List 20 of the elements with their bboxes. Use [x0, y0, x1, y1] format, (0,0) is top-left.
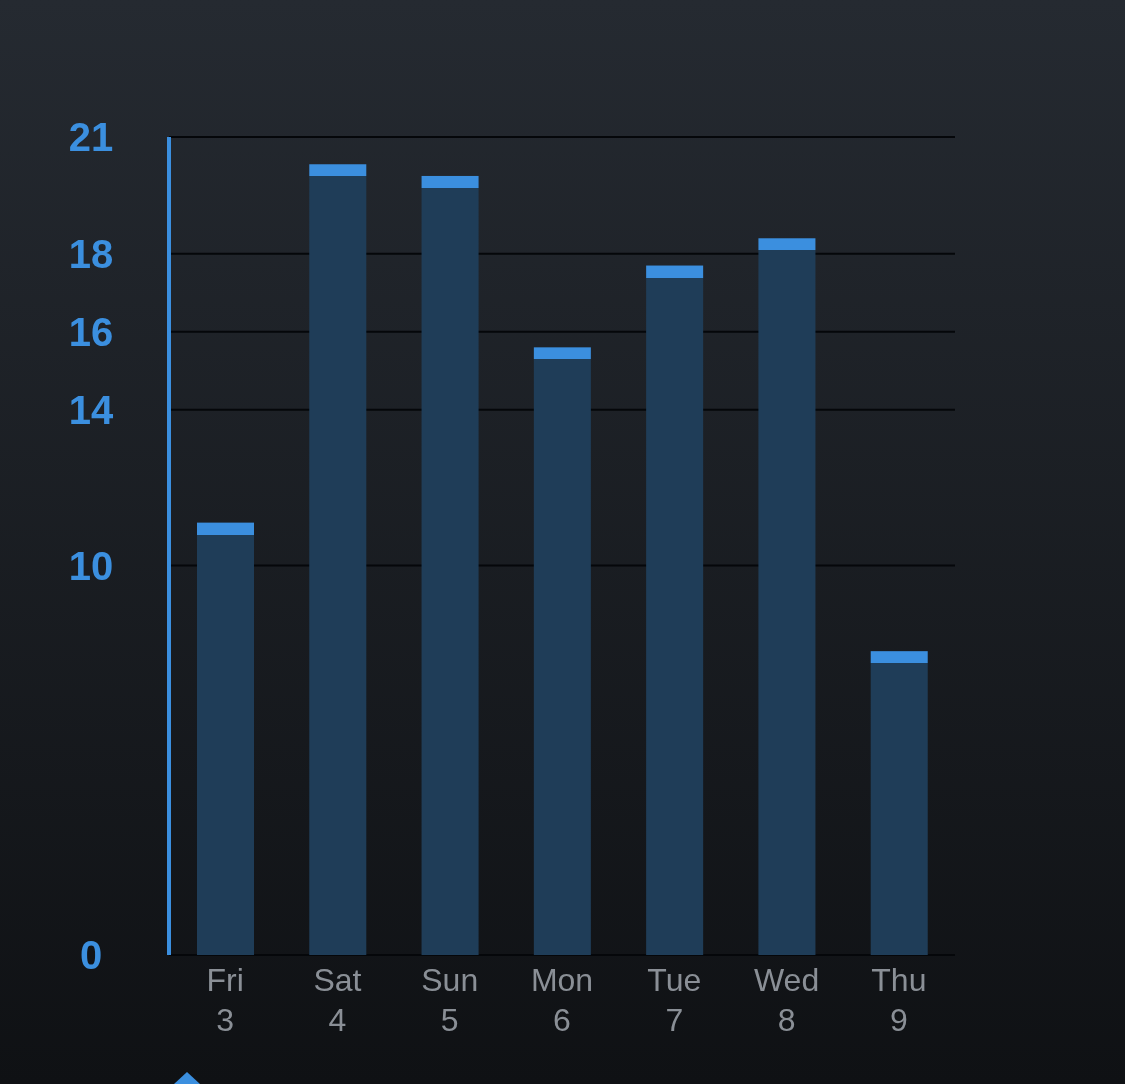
x-tick-label: Wed 8: [753, 962, 820, 1038]
y-tick-label: 0: [79, 933, 103, 978]
y-tick-label: 18: [68, 232, 114, 277]
bar: [197, 522, 254, 955]
y-tick-label: 14: [68, 387, 114, 432]
y-tick-label: 10: [68, 543, 114, 588]
y-tick-label: 16: [68, 309, 114, 354]
y-tick-label: 21: [68, 115, 114, 160]
bar: [646, 265, 704, 955]
x-tick-label: Mon 6: [530, 962, 594, 1038]
x-tick-label: Sat 4: [313, 962, 362, 1038]
bar: [870, 651, 928, 955]
x-tick-label: Tue 7: [647, 962, 702, 1038]
bar: [309, 164, 367, 955]
x-tick-label: Fri 3: [206, 962, 244, 1038]
x-tick-label: Thu 9: [871, 962, 927, 1038]
bar: [533, 347, 591, 955]
x-tick-label: Sun 5: [421, 962, 479, 1038]
bar: [421, 175, 479, 955]
bar: [758, 238, 816, 955]
